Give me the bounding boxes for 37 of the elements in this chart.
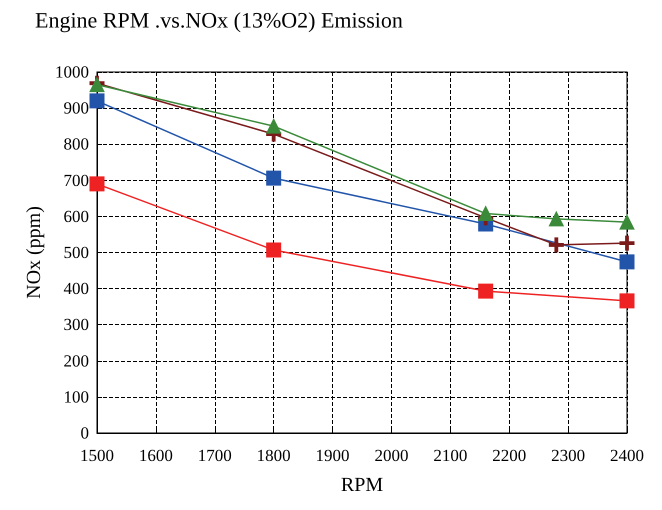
y-tick-label: 1000 (55, 62, 89, 82)
y-tick-label: 0 (80, 424, 89, 442)
y-tick-label: 500 (64, 243, 89, 262)
x-tick-label: 1800 (256, 446, 291, 465)
x-tick-label: 2100 (433, 446, 468, 465)
y-tick-label: 900 (64, 98, 89, 118)
x-tick-label: 2300 (551, 446, 586, 465)
y-tick-label: 400 (64, 279, 89, 298)
point (478, 284, 494, 299)
point (620, 254, 634, 270)
point (620, 236, 634, 251)
y-axis-title: NOx (ppm) (23, 206, 46, 299)
x-tick-label: 1600 (138, 446, 173, 465)
point (266, 242, 282, 258)
x-axis-title: RPM (340, 474, 384, 496)
x-tick-label: 2400 (610, 446, 644, 465)
point (620, 293, 634, 308)
x-tick-label: 1700 (198, 446, 232, 465)
x-tick-label: 1900 (316, 446, 350, 465)
chart-title: Engine RPM .vs.NOx (13%O2) Emission (35, 8, 403, 32)
y-tick-label: 700 (64, 170, 89, 190)
point (548, 211, 564, 226)
y-tick-label: 600 (64, 206, 89, 226)
x-tick-label: 2000 (374, 446, 408, 465)
point (548, 237, 564, 252)
y-tick-label: 800 (64, 134, 89, 154)
y-tick-label: 100 (64, 387, 89, 406)
y-tick-label: 200 (64, 351, 89, 370)
point (478, 206, 494, 222)
point (620, 214, 634, 230)
x-tick-label: 2200 (492, 446, 526, 465)
point (266, 170, 282, 186)
y-tick-label: 300 (64, 315, 89, 334)
x-tick-label: 1500 (80, 446, 114, 465)
point (266, 118, 282, 134)
point (90, 176, 104, 192)
point (90, 93, 104, 108)
